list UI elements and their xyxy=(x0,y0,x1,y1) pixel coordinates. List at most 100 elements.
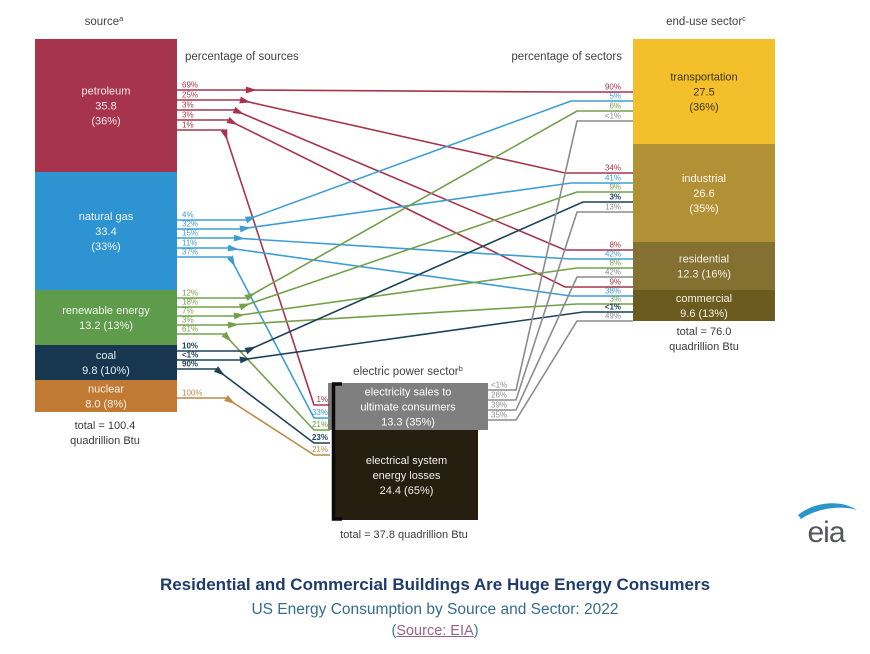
flow-line-electricity-to-residential xyxy=(488,276,633,411)
sector-pct-label-renewable-to-residential: 8% xyxy=(609,259,621,268)
flow-line-petroleum-to-electric xyxy=(177,129,330,406)
node-boxes-layer: petroleum 35.8 (36%) natural gas 33.4 (33%) re… xyxy=(35,39,775,520)
flow-arrow-icon-petroleum-to-electric xyxy=(220,128,228,141)
source-column-header: sourcea xyxy=(85,14,125,28)
sector-pct-label-natural_gas-to-electric: 33% xyxy=(312,408,328,417)
sector-box-label-transportation: (36%) xyxy=(689,102,718,114)
electric-box-losses xyxy=(335,430,478,520)
flow-line-petroleum-to-industrial xyxy=(177,99,633,174)
electric-box-label-losses: electrical system xyxy=(366,455,447,467)
sector-pct-label-renewable-to-industrial: 9% xyxy=(609,183,621,192)
flow-line-renewable-to-residential xyxy=(177,267,633,317)
electric-box-sales xyxy=(328,383,488,430)
eia-logo: eia xyxy=(798,503,857,549)
flow-line-renewable-to-commercial xyxy=(177,303,633,326)
flow-line-electricity-to-industrial xyxy=(488,211,633,401)
flow-line-petroleum-to-transportation xyxy=(177,89,633,93)
source-box-label-natural_gas: natural gas xyxy=(79,211,134,223)
source-pct-label-petroleum-to-residential: 3% xyxy=(182,101,194,110)
sector-pct-label-natural_gas-to-residential: 42% xyxy=(605,250,621,259)
sector-pct-label-electricity-to-transportation: <1% xyxy=(605,112,621,121)
flow-arrow-icon-petroleum-to-industrial xyxy=(239,96,251,104)
sector-pct-label-renewable-to-commercial: 3% xyxy=(609,295,621,304)
flow-line-coal-to-commercial xyxy=(177,311,633,361)
source-total-line2: quadrillion Btu xyxy=(70,435,140,447)
flow-line-electricity-to-commercial xyxy=(488,320,633,421)
source-box-label-petroleum: petroleum xyxy=(82,86,131,98)
source-box-label-renewable: renewable energy xyxy=(62,305,150,317)
source-pct-label-electricity-to-commercial: 35% xyxy=(491,411,507,420)
sector-pct-label-nuclear-to-electric: 21% xyxy=(312,445,328,454)
flow-line-natural_gas-to-transportation xyxy=(177,100,633,221)
flow-arrow-icon-natural_gas-to-residential xyxy=(233,234,245,242)
source-pct-label-renewable-to-commercial: 3% xyxy=(182,316,194,325)
source-pct-label-natural_gas-to-industrial: 32% xyxy=(182,220,198,229)
source-pct-label-electricity-to-transportation: <1% xyxy=(491,381,507,390)
source-pct-label-petroleum-to-commercial: 3% xyxy=(182,111,194,120)
end-use-column-header: end-use sectorc xyxy=(666,14,746,28)
source-box-label-renewable: 13.2 (13%) xyxy=(79,320,133,332)
source-box-label-coal: 9.8 (10%) xyxy=(82,365,130,377)
sector-box-transportation xyxy=(633,39,775,144)
source-pct-label-petroleum-to-industrial: 25% xyxy=(182,91,198,100)
source-pct-label-renewable-to-industrial: 18% xyxy=(182,298,198,307)
source-box-label-natural_gas: 33.4 xyxy=(95,226,116,238)
flow-arrow-icon-coal-to-electric xyxy=(213,366,225,376)
flow-arrow-icon-petroleum-to-commercial xyxy=(226,116,238,125)
sector-pct-label-natural_gas-to-transportation: 5% xyxy=(609,92,621,101)
electric-footnote-sup: b xyxy=(459,364,463,373)
sector-box-label-industrial: (35%) xyxy=(689,203,718,215)
flow-line-nuclear-to-electric xyxy=(177,397,330,456)
sector-pct-label-renewable-to-transportation: 6% xyxy=(609,102,621,111)
source-pct-label-renewable-to-residential: 7% xyxy=(182,307,194,316)
flow-arrow-icon-natural_gas-to-commercial xyxy=(227,244,239,252)
sector-pct-label-natural_gas-to-industrial: 41% xyxy=(605,174,621,183)
source-eia-link[interactable]: Source: EIA xyxy=(396,622,474,639)
flow-labels-layer: 69% 90%25%34%3%8%3%9%1%1%4%5%32%41%15%42%… xyxy=(182,81,621,455)
flow-line-natural_gas-to-residential xyxy=(177,237,633,260)
source-footnote-sup: a xyxy=(119,14,124,23)
sector-pct-label-electricity-to-industrial: 13% xyxy=(605,203,621,212)
sector-box-label-residential: 12.3 (16%) xyxy=(677,269,731,281)
eia-logo-swoosh-icon xyxy=(798,503,857,519)
flow-diagram-canvas: sourcea end-use sectorc percentage of so… xyxy=(35,14,775,541)
source-pct-label-electricity-to-industrial: 26% xyxy=(491,391,507,400)
sector-box-label-commercial: 9.6 (13%) xyxy=(680,308,728,320)
source-box-renewable xyxy=(35,290,177,345)
source-box-label-nuclear: nuclear xyxy=(88,384,124,396)
flow-arrow-icon-renewable-to-commercial xyxy=(227,321,239,329)
source-pct-label-natural_gas-to-commercial: 11% xyxy=(182,239,197,248)
sector-box-label-industrial: 26.6 xyxy=(693,188,714,200)
source-pct-label-petroleum-to-transportation: 69% xyxy=(182,81,198,90)
electric-box-label-losses: energy losses xyxy=(373,470,441,482)
electric-box-label-sales: ultimate consumers xyxy=(360,402,456,414)
flow-line-petroleum-to-residential xyxy=(177,109,633,251)
end-use-total-line2: quadrillion Btu xyxy=(669,341,739,353)
flow-arrow-icon-renewable-to-transportation xyxy=(244,292,256,301)
source-box-label-coal: coal xyxy=(96,350,116,362)
flow-line-coal-to-electric xyxy=(177,368,330,444)
source-pct-label-coal-to-electric: 90% xyxy=(182,360,198,369)
source-total-line1: total = 100.4 xyxy=(75,420,136,432)
sector-pct-label-coal-to-electric: 23% xyxy=(312,433,328,442)
sector-pct-label-coal-to-commercial: <1% xyxy=(605,303,621,312)
flow-arrow-icon-natural_gas-to-transportation xyxy=(244,216,257,224)
flow-arrow-icon-coal-to-industrial xyxy=(244,346,257,355)
sector-box-commercial xyxy=(633,290,775,321)
flow-arrow-icon-natural_gas-to-electric xyxy=(226,255,236,267)
electric-total: total = 37.8 quadrillion Btu xyxy=(340,529,468,541)
chart-title: Residential and Commercial Buildings Are… xyxy=(159,575,711,594)
flow-line-natural_gas-to-commercial xyxy=(177,247,633,297)
sector-pct-label-electricity-to-residential: 42% xyxy=(605,268,621,277)
flow-line-electricity-to-transportation xyxy=(488,120,633,391)
end-use-footnote-sup: c xyxy=(742,14,746,23)
source-paren-close: ) xyxy=(473,622,479,639)
source-box-coal xyxy=(35,345,177,380)
eia-logo-text: eia xyxy=(807,516,845,549)
source-pct-label-coal-to-commercial: <1% xyxy=(182,351,198,360)
source-pct-label-coal-to-industrial: 10% xyxy=(182,342,198,351)
flow-line-petroleum-to-commercial xyxy=(177,119,633,288)
sector-pct-label-petroleum-to-transportation: 90% xyxy=(605,83,621,92)
electric-power-sector-header: electric power sectorb xyxy=(353,364,463,378)
